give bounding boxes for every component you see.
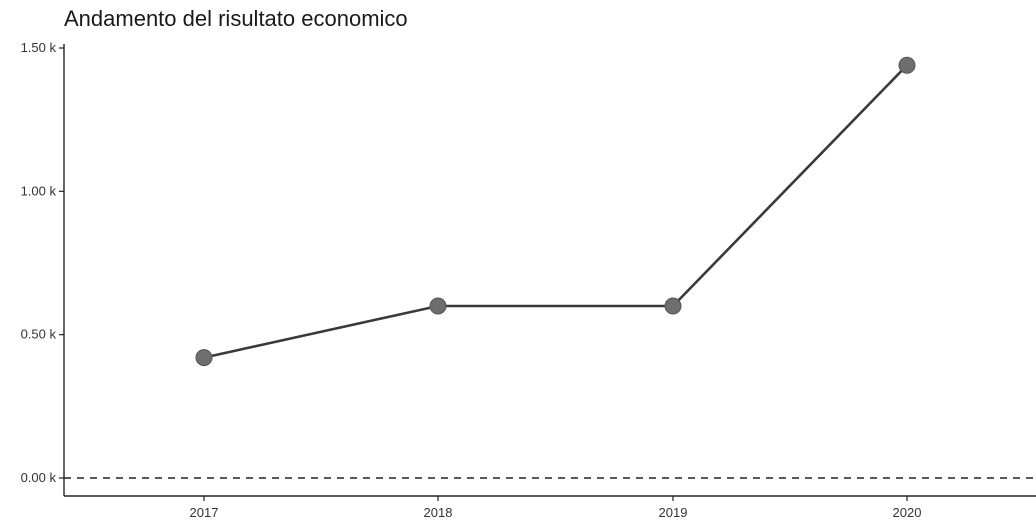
data-point-2019: [664, 297, 682, 315]
data-point-2018: [429, 297, 447, 315]
x-tick-label: 2018: [424, 505, 453, 520]
chart-title: Andamento del risultato economico: [64, 6, 408, 31]
y-axis-ticks: 0.00 k 0.50 k 1.00 k 1.50 k: [21, 40, 64, 485]
data-point-2017: [195, 349, 213, 367]
x-axis-ticks: 2017 2018 2019 2020: [190, 496, 922, 520]
y-tick-label: 1.00 k: [21, 183, 57, 198]
series-group: [195, 56, 916, 367]
y-tick-label: 0.50 k: [21, 327, 57, 342]
x-tick-label: 2020: [893, 505, 922, 520]
axes: [63, 44, 1036, 497]
y-tick-label: 0.00 k: [21, 470, 57, 485]
x-tick-label: 2019: [659, 505, 688, 520]
x-tick-label: 2017: [190, 505, 219, 520]
data-point-2020: [898, 56, 916, 74]
y-tick-label: 1.50 k: [21, 40, 57, 55]
series-line: [203, 64, 908, 359]
